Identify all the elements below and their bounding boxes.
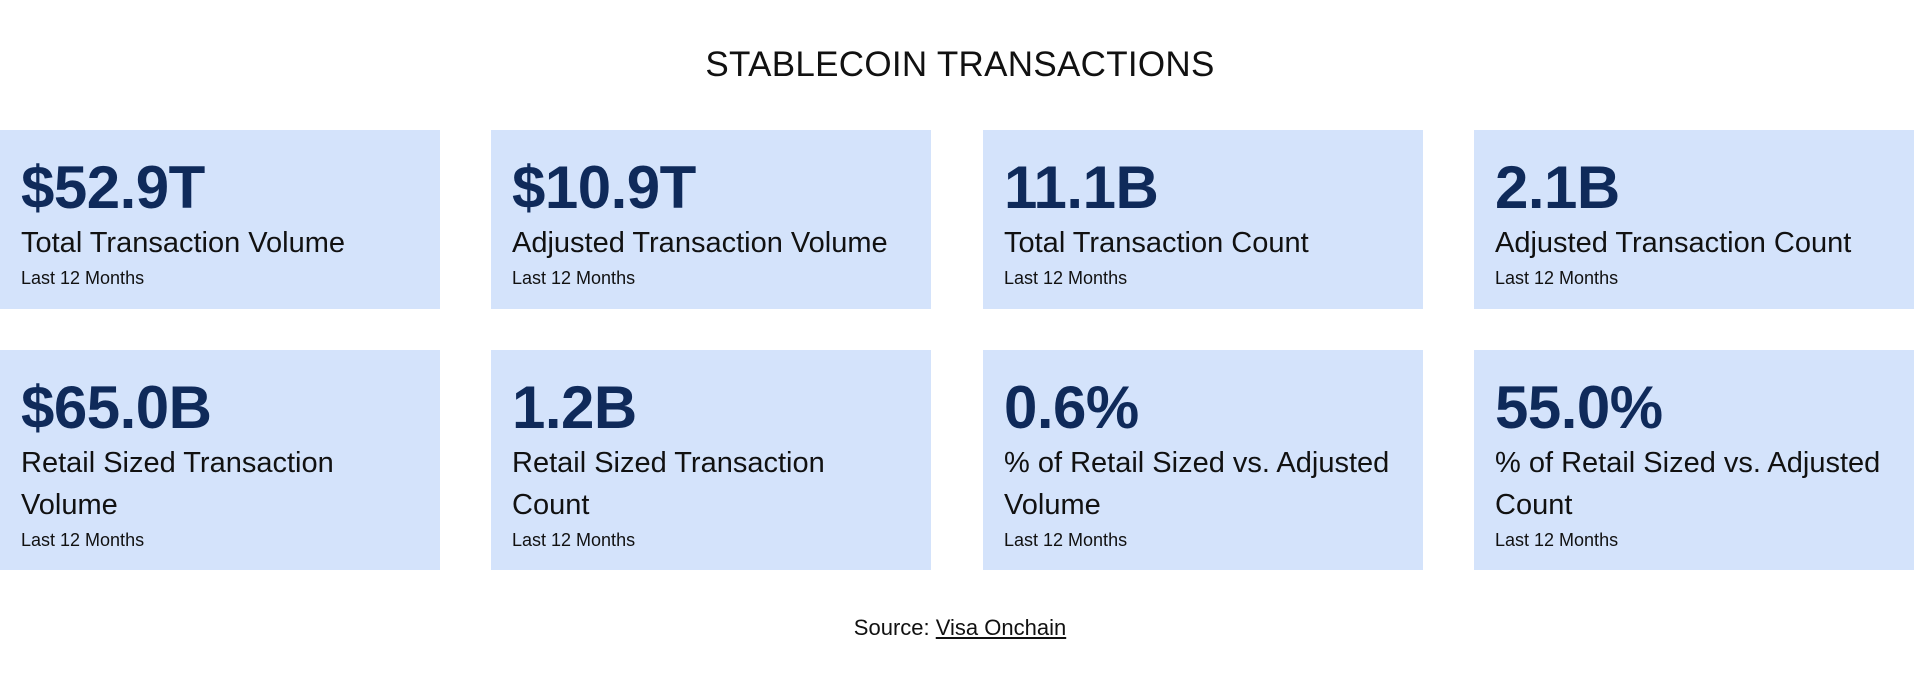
metric-card-adjusted-transaction-volume: $10.9T Adjusted Transaction Volume Last … [491,130,931,309]
metric-label: Adjusted Transaction Volume [512,227,888,259]
metric-label: Adjusted Transaction Count [1495,227,1852,259]
source-prefix: Source: [853,615,930,640]
metric-period: Last 12 Months [1004,530,1128,550]
metric-value: 2.1B [1495,154,1620,221]
page-title: STABLECOIN TRANSACTIONS [705,45,1215,84]
metric-label: Retail Sized Transaction Count [512,447,825,521]
metric-card-retail-vs-adjusted-volume: 0.6% % of Retail Sized vs. Adjusted Volu… [983,350,1423,570]
metric-label: Total Transaction Count [1004,227,1309,259]
metric-period: Last 12 Months [21,530,145,550]
metric-period: Last 12 Months [512,530,636,550]
source-line: Source: Visa Onchain [0,614,1920,642]
metric-value: $10.9T [512,154,696,221]
metric-value: 1.2B [512,374,637,441]
metric-card-retail-vs-adjusted-count: 55.0% % of Retail Sized vs. Adjusted Cou… [1474,350,1914,570]
metric-label: Total Transaction Volume [21,227,346,259]
source-link[interactable]: Visa Onchain [935,615,1067,640]
metric-period: Last 12 Months [1495,530,1619,550]
metric-card-total-transaction-volume: $52.9T Total Transaction Volume Last 12 … [0,130,440,309]
metric-value: $52.9T [21,154,205,221]
metric-card-retail-sized-transaction-volume: $65.0B Retail Sized Transaction Volume L… [0,350,440,570]
metric-label: Retail Sized Transaction Volume [21,447,334,521]
metric-card-retail-sized-transaction-count: 1.2B Retail Sized Transaction Count Last… [491,350,931,570]
metric-label: % of Retail Sized vs. Adjusted Count [1495,447,1881,521]
metric-period: Last 12 Months [1495,268,1619,288]
metric-label: % of Retail Sized vs. Adjusted Volume [1004,447,1390,521]
metric-value: 55.0% [1495,374,1663,441]
metric-period: Last 12 Months [1004,268,1128,288]
metric-period: Last 12 Months [21,268,145,288]
metric-value: 11.1B [1004,154,1159,221]
metric-card-total-transaction-count: 11.1B Total Transaction Count Last 12 Mo… [983,130,1423,309]
metric-value: $65.0B [21,374,212,441]
metric-period: Last 12 Months [512,268,636,288]
metric-value: 0.6% [1004,374,1139,441]
metric-card-adjusted-transaction-count: 2.1B Adjusted Transaction Count Last 12 … [1474,130,1914,309]
